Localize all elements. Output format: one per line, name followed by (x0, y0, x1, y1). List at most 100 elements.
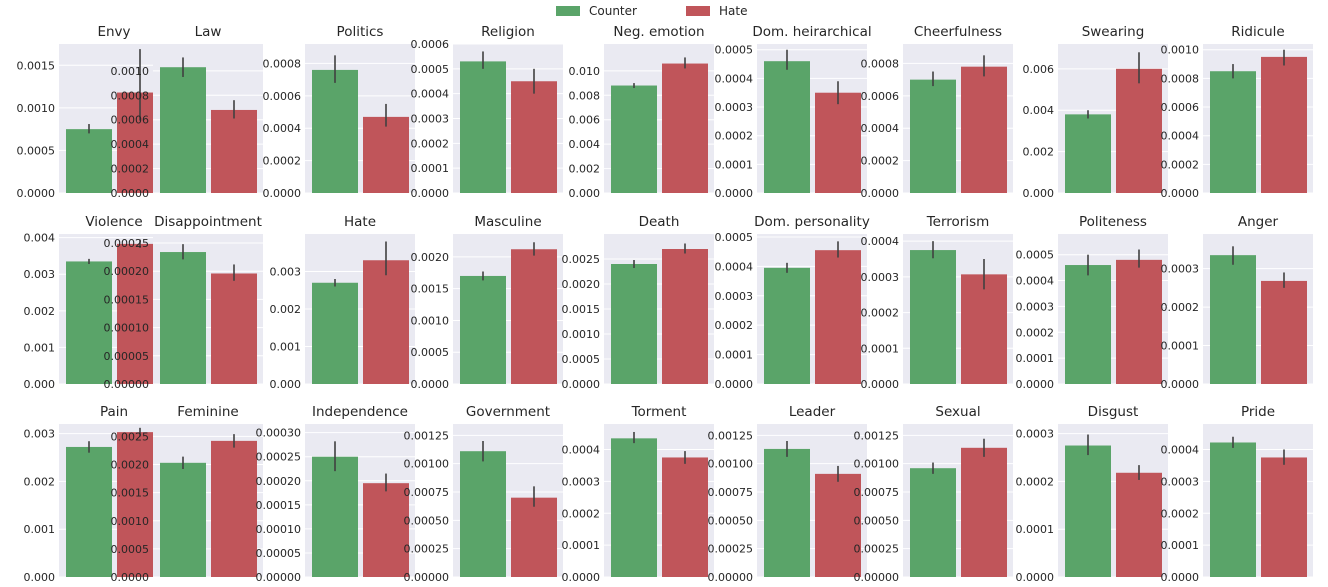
bar-counter (312, 69, 358, 193)
bar-hate (1261, 457, 1307, 577)
bar-counter (910, 468, 956, 577)
y-tick-label: 0.0003 (1161, 263, 1200, 276)
bar-counter (1065, 114, 1111, 193)
y-tick-label: 0.0010 (1161, 44, 1200, 57)
panel-title: Sexual (935, 404, 980, 420)
panel-envy: 0.0000 0.0005 0.0010 0.0015 Envy (17, 24, 169, 200)
y-tick-label: 0.0004 (1016, 275, 1055, 288)
y-tick-label: 0.004 (1023, 104, 1055, 117)
panel-title: Swearing (1082, 24, 1145, 40)
y-tick-label: 0.000 (24, 378, 56, 391)
y-tick-label: 0.0000 (1016, 571, 1055, 584)
panel-title: Death (639, 214, 680, 230)
panel-title: Religion (481, 24, 535, 40)
bar-hate (211, 273, 257, 384)
bar-hate (1116, 472, 1162, 577)
y-tick-label: 0.0003 (715, 101, 754, 114)
panel-title: Pain (100, 404, 128, 420)
bar-counter (160, 67, 206, 193)
y-tick-label: 0.0005 (715, 231, 754, 244)
y-tick-label: 0.0020 (562, 278, 601, 291)
y-tick-label: 0.00020 (256, 475, 302, 488)
bar-hate (1261, 56, 1307, 194)
panel-government: 0.00000 0.00025 0.00050 0.00075 0.00100 0.001… (404, 404, 563, 584)
y-tick-label: 0.0000 (1161, 378, 1200, 391)
panel-law: 0.0000 0.0002 0.0004 0.0006 0.0008 0.0010 Law (111, 24, 263, 200)
y-tick-label: 0.00050 (404, 514, 450, 527)
panel-title: Disgust (1088, 404, 1139, 420)
y-tick-label: 0.003 (24, 428, 56, 441)
bar-counter (312, 456, 358, 577)
y-tick-label: 0.0000 (562, 378, 601, 391)
panel-title: Envy (97, 24, 130, 40)
legend-swatch-counter (556, 6, 580, 16)
y-tick-label: 0.0000 (861, 187, 900, 200)
y-tick-label: 0.00015 (104, 293, 150, 306)
y-tick-label: 0.0003 (715, 290, 754, 303)
y-tick-label: 0.0005 (17, 144, 56, 157)
y-tick-label: 0.00020 (104, 265, 150, 278)
y-tick-label: 0.002 (1023, 146, 1055, 159)
y-tick-label: 0.0003 (411, 113, 450, 126)
panel-sexual: 0.00000 0.00025 0.00050 0.00075 0.00100 0.001… (854, 404, 1013, 584)
panel-torment: 0.0000 0.0001 0.0002 0.0003 0.0004 Torment (562, 404, 714, 584)
y-tick-label: 0.0001 (1016, 523, 1055, 536)
bar-hate (1116, 68, 1162, 193)
y-tick-label: 0.002 (270, 303, 302, 316)
bar-counter (764, 61, 810, 193)
y-tick-label: 0.0020 (411, 251, 450, 264)
y-tick-label: 0.0004 (715, 72, 754, 85)
y-tick-label: 0.0000 (111, 187, 150, 200)
panel-title: Independence (312, 404, 408, 420)
y-tick-label: 0.0020 (111, 459, 150, 472)
y-tick-label: 0.0004 (1161, 130, 1200, 143)
bar-counter (611, 85, 657, 193)
panel-title: Violence (85, 214, 142, 230)
y-tick-label: 0.0000 (1161, 571, 1200, 584)
y-tick-label: 0.0015 (111, 487, 150, 500)
bar-counter (460, 61, 506, 194)
y-tick-label: 0.000 (24, 571, 56, 584)
y-tick-label: 0.0002 (562, 507, 601, 520)
y-tick-label: 0.001 (24, 341, 56, 354)
legend: Counter Hate (556, 4, 747, 18)
panel-disappointment: 0.00000 0.00005 0.00010 0.00015 0.00020 0.000… (104, 214, 263, 391)
y-tick-label: 0.0002 (1016, 475, 1055, 488)
y-tick-label: 0.00050 (708, 514, 754, 527)
y-tick-label: 0.0001 (715, 158, 754, 171)
y-tick-label: 0.00025 (104, 237, 150, 250)
panel-hate: 0.000 0.001 0.002 0.003 Hate (270, 214, 415, 391)
y-tick-label: 0.0002 (111, 163, 150, 176)
panel-title: Law (195, 24, 222, 40)
y-tick-label: 0.0001 (715, 349, 754, 362)
panel-politics: 0.0000 0.0002 0.0004 0.0006 0.0008 Politics (263, 24, 415, 200)
panel-politeness: 0.0000 0.0001 0.0002 0.0003 0.0004 0.0005 Poli… (1016, 214, 1168, 391)
y-tick-label: 0.0004 (861, 235, 900, 248)
panel-title: Dom. heirarchical (752, 24, 871, 40)
panel-disgust: 0.0000 0.0001 0.0002 0.0003 Disgust (1016, 404, 1168, 584)
y-tick-label: 0.00015 (256, 499, 302, 512)
y-tick-label: 0.0003 (1016, 428, 1055, 441)
panel-cheerfulness: 0.0000 0.0002 0.0004 0.0006 0.0008 Cheerfulne… (861, 24, 1013, 200)
y-tick-label: 0.00025 (404, 543, 450, 556)
y-tick-label: 0.0005 (1016, 249, 1055, 262)
bar-hate (815, 92, 861, 193)
panel-title: Politeness (1079, 214, 1147, 230)
bar-counter (66, 129, 112, 193)
y-tick-label: 0.0005 (562, 353, 601, 366)
y-tick-label: 0.0001 (861, 342, 900, 355)
y-tick-label: 0.006 (1023, 63, 1055, 76)
y-tick-label: 0.0003 (1016, 300, 1055, 313)
y-tick-label: 0.00030 (256, 427, 302, 440)
panel-title: Disappointment (154, 214, 262, 230)
y-tick-label: 0.0002 (861, 155, 900, 168)
bar-counter (66, 446, 112, 577)
panel-title: Feminine (177, 404, 238, 420)
panel-independence: 0.00000 0.00005 0.00010 0.00015 0.00020 0.000… (256, 404, 415, 584)
y-tick-label: 0.00100 (708, 458, 754, 471)
y-tick-label: 0.0001 (1161, 340, 1200, 353)
panel-title: Government (466, 404, 550, 420)
chart-panels: 0.0000 0.0005 0.0010 0.0015 Envy 0.0000 0.0002… (17, 24, 1313, 584)
y-tick-label: 0.000 (569, 187, 601, 200)
